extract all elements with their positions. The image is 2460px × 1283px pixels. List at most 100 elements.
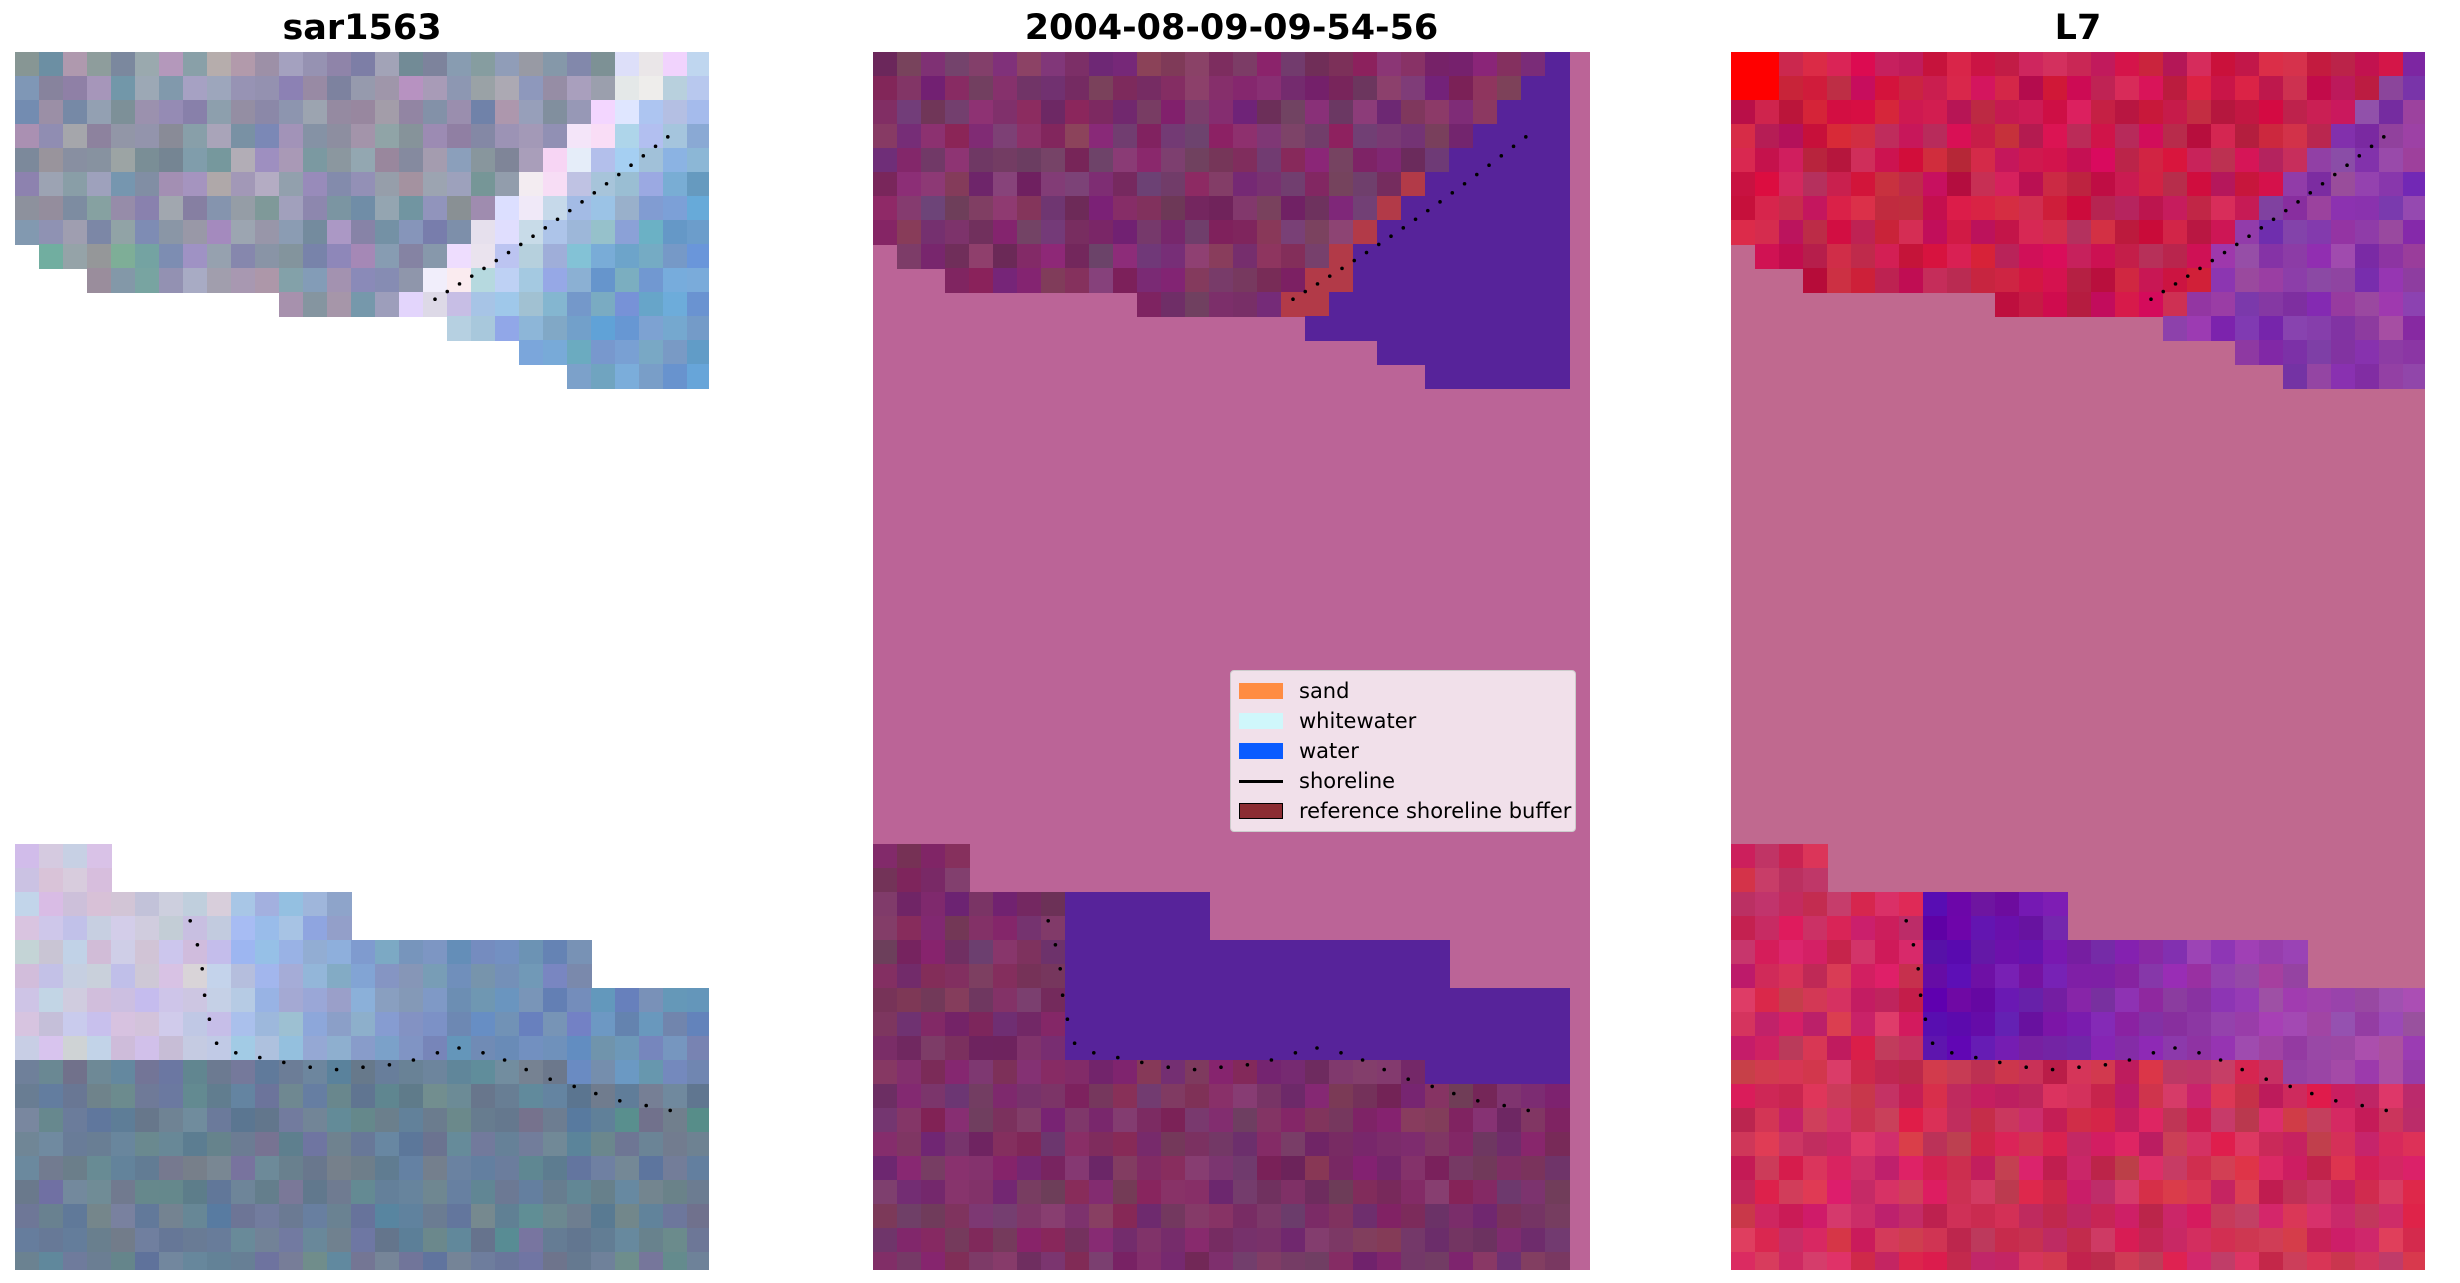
shoreline-point	[1389, 234, 1393, 239]
shoreline-point	[234, 1051, 238, 1055]
shoreline-point	[2320, 181, 2325, 186]
shoreline-point	[1291, 297, 1295, 301]
shoreline-point	[214, 1041, 219, 1045]
ndwi-image-panel	[1731, 52, 2425, 1270]
shoreline-point	[641, 154, 646, 158]
shoreline-point	[2218, 1058, 2223, 1062]
legend-label: reference shoreline buffer	[1299, 799, 1572, 823]
shoreline-point	[258, 1055, 262, 1060]
shoreline-point	[1058, 967, 1062, 971]
shoreline-point	[2173, 1046, 2177, 1050]
shoreline-point	[1060, 993, 1065, 997]
shoreline-point	[668, 1108, 672, 1113]
shoreline-point	[1526, 1108, 1530, 1113]
shoreline-point	[1339, 1051, 1343, 1055]
shoreline-point	[2308, 191, 2313, 195]
shoreline-point	[2127, 1058, 2132, 1062]
shoreline-point	[1930, 1041, 1935, 1045]
shoreline-point	[2332, 172, 2337, 177]
shoreline-point	[1950, 1051, 1954, 1055]
shoreline-point	[1293, 1051, 1298, 1055]
shoreline-point	[200, 967, 204, 971]
shoreline-point	[2210, 258, 2215, 263]
shoreline-point	[1327, 274, 1332, 278]
shoreline-point	[1998, 1060, 2002, 1065]
shoreline-point	[1269, 1058, 1274, 1062]
water-swatch	[1239, 743, 1283, 759]
panel-title-classification: 2004-08-09-09-54-56	[1024, 8, 1439, 48]
shoreline-point	[2296, 200, 2300, 204]
shoreline-point	[2240, 1067, 2244, 1072]
shoreline-point	[1219, 1065, 1223, 1069]
shoreline-point	[531, 234, 535, 239]
shoreline-point	[435, 1051, 440, 1055]
shoreline-point	[2345, 163, 2349, 168]
shoreline-point	[1315, 282, 1320, 286]
shoreline-point	[2149, 297, 2153, 301]
shoreline-point	[387, 1063, 392, 1067]
shoreline-point	[2185, 274, 2190, 278]
shoreline-point	[2357, 154, 2362, 158]
shoreline-point	[1065, 1017, 1070, 1021]
shoreline-point	[334, 1067, 339, 1072]
classification-image-panel	[873, 52, 1590, 1270]
shoreline-point	[1192, 1067, 1197, 1072]
shoreline-point	[644, 1103, 648, 1108]
shoreline-point	[506, 250, 511, 255]
shoreline-point	[629, 163, 633, 168]
shoreline-point	[482, 266, 486, 271]
shoreline-point	[1487, 163, 1491, 168]
shoreline-point	[543, 226, 548, 230]
shoreline-point	[411, 1058, 416, 1062]
panel-title-rgb: sar1563	[282, 8, 442, 48]
shoreline-point	[1116, 1055, 1120, 1060]
legend-item-whitewater: whitewater	[1239, 707, 1416, 735]
shoreline-point	[2334, 1099, 2338, 1103]
shoreline-point	[1340, 266, 1344, 271]
shoreline-point	[2077, 1065, 2081, 1069]
shoreline-point	[518, 242, 523, 247]
shoreline-point	[469, 274, 474, 278]
shoreline-point	[1511, 144, 1516, 149]
shoreline-point	[2310, 1091, 2314, 1096]
shoreline-point	[592, 191, 597, 195]
legend-label: whitewater	[1299, 709, 1417, 733]
shoreline-point	[2360, 1103, 2364, 1108]
shoreline-line-swatch	[1239, 779, 1283, 783]
shoreline-point	[1438, 200, 1442, 204]
shoreline-point	[2369, 144, 2374, 149]
shoreline-point	[580, 200, 584, 204]
rgb-image-panel	[15, 52, 709, 1270]
shoreline-point	[2382, 135, 2386, 139]
shoreline-point	[207, 1017, 212, 1021]
shoreline-point	[1303, 289, 1308, 294]
shoreline-point	[616, 172, 621, 177]
shoreline-point	[548, 1077, 552, 1081]
rgb-pixels	[15, 52, 709, 1270]
shoreline-point	[555, 217, 560, 222]
shoreline-point	[653, 144, 658, 149]
shoreline-point	[2271, 217, 2276, 222]
shoreline-point	[2151, 1051, 2156, 1055]
shoreline-point	[1474, 172, 1479, 177]
shoreline-point	[1425, 208, 1430, 213]
shoreline-point	[666, 135, 670, 139]
shoreline-point	[1352, 258, 1357, 263]
shoreline-points	[188, 135, 672, 1113]
shoreline-point	[1911, 943, 1916, 947]
shoreline-point	[1413, 217, 1418, 222]
shoreline-point	[1923, 1017, 1928, 1021]
shoreline-point	[1053, 943, 1058, 947]
shoreline-point	[2288, 1084, 2292, 1089]
shoreline-point	[618, 1099, 622, 1103]
shoreline-point	[1140, 1060, 1144, 1065]
legend-item-sand: sand	[1239, 677, 1349, 705]
shoreline-point	[1904, 919, 1908, 923]
shoreline-point	[2283, 208, 2288, 213]
legend: sand whitewater water shoreline referenc…	[1230, 670, 1576, 832]
shoreline-point	[572, 1084, 576, 1089]
shoreline-point	[494, 258, 499, 263]
shoreline-point	[1382, 1067, 1386, 1072]
shoreline-point	[2234, 242, 2239, 247]
shoreline-point	[1476, 1099, 1480, 1103]
